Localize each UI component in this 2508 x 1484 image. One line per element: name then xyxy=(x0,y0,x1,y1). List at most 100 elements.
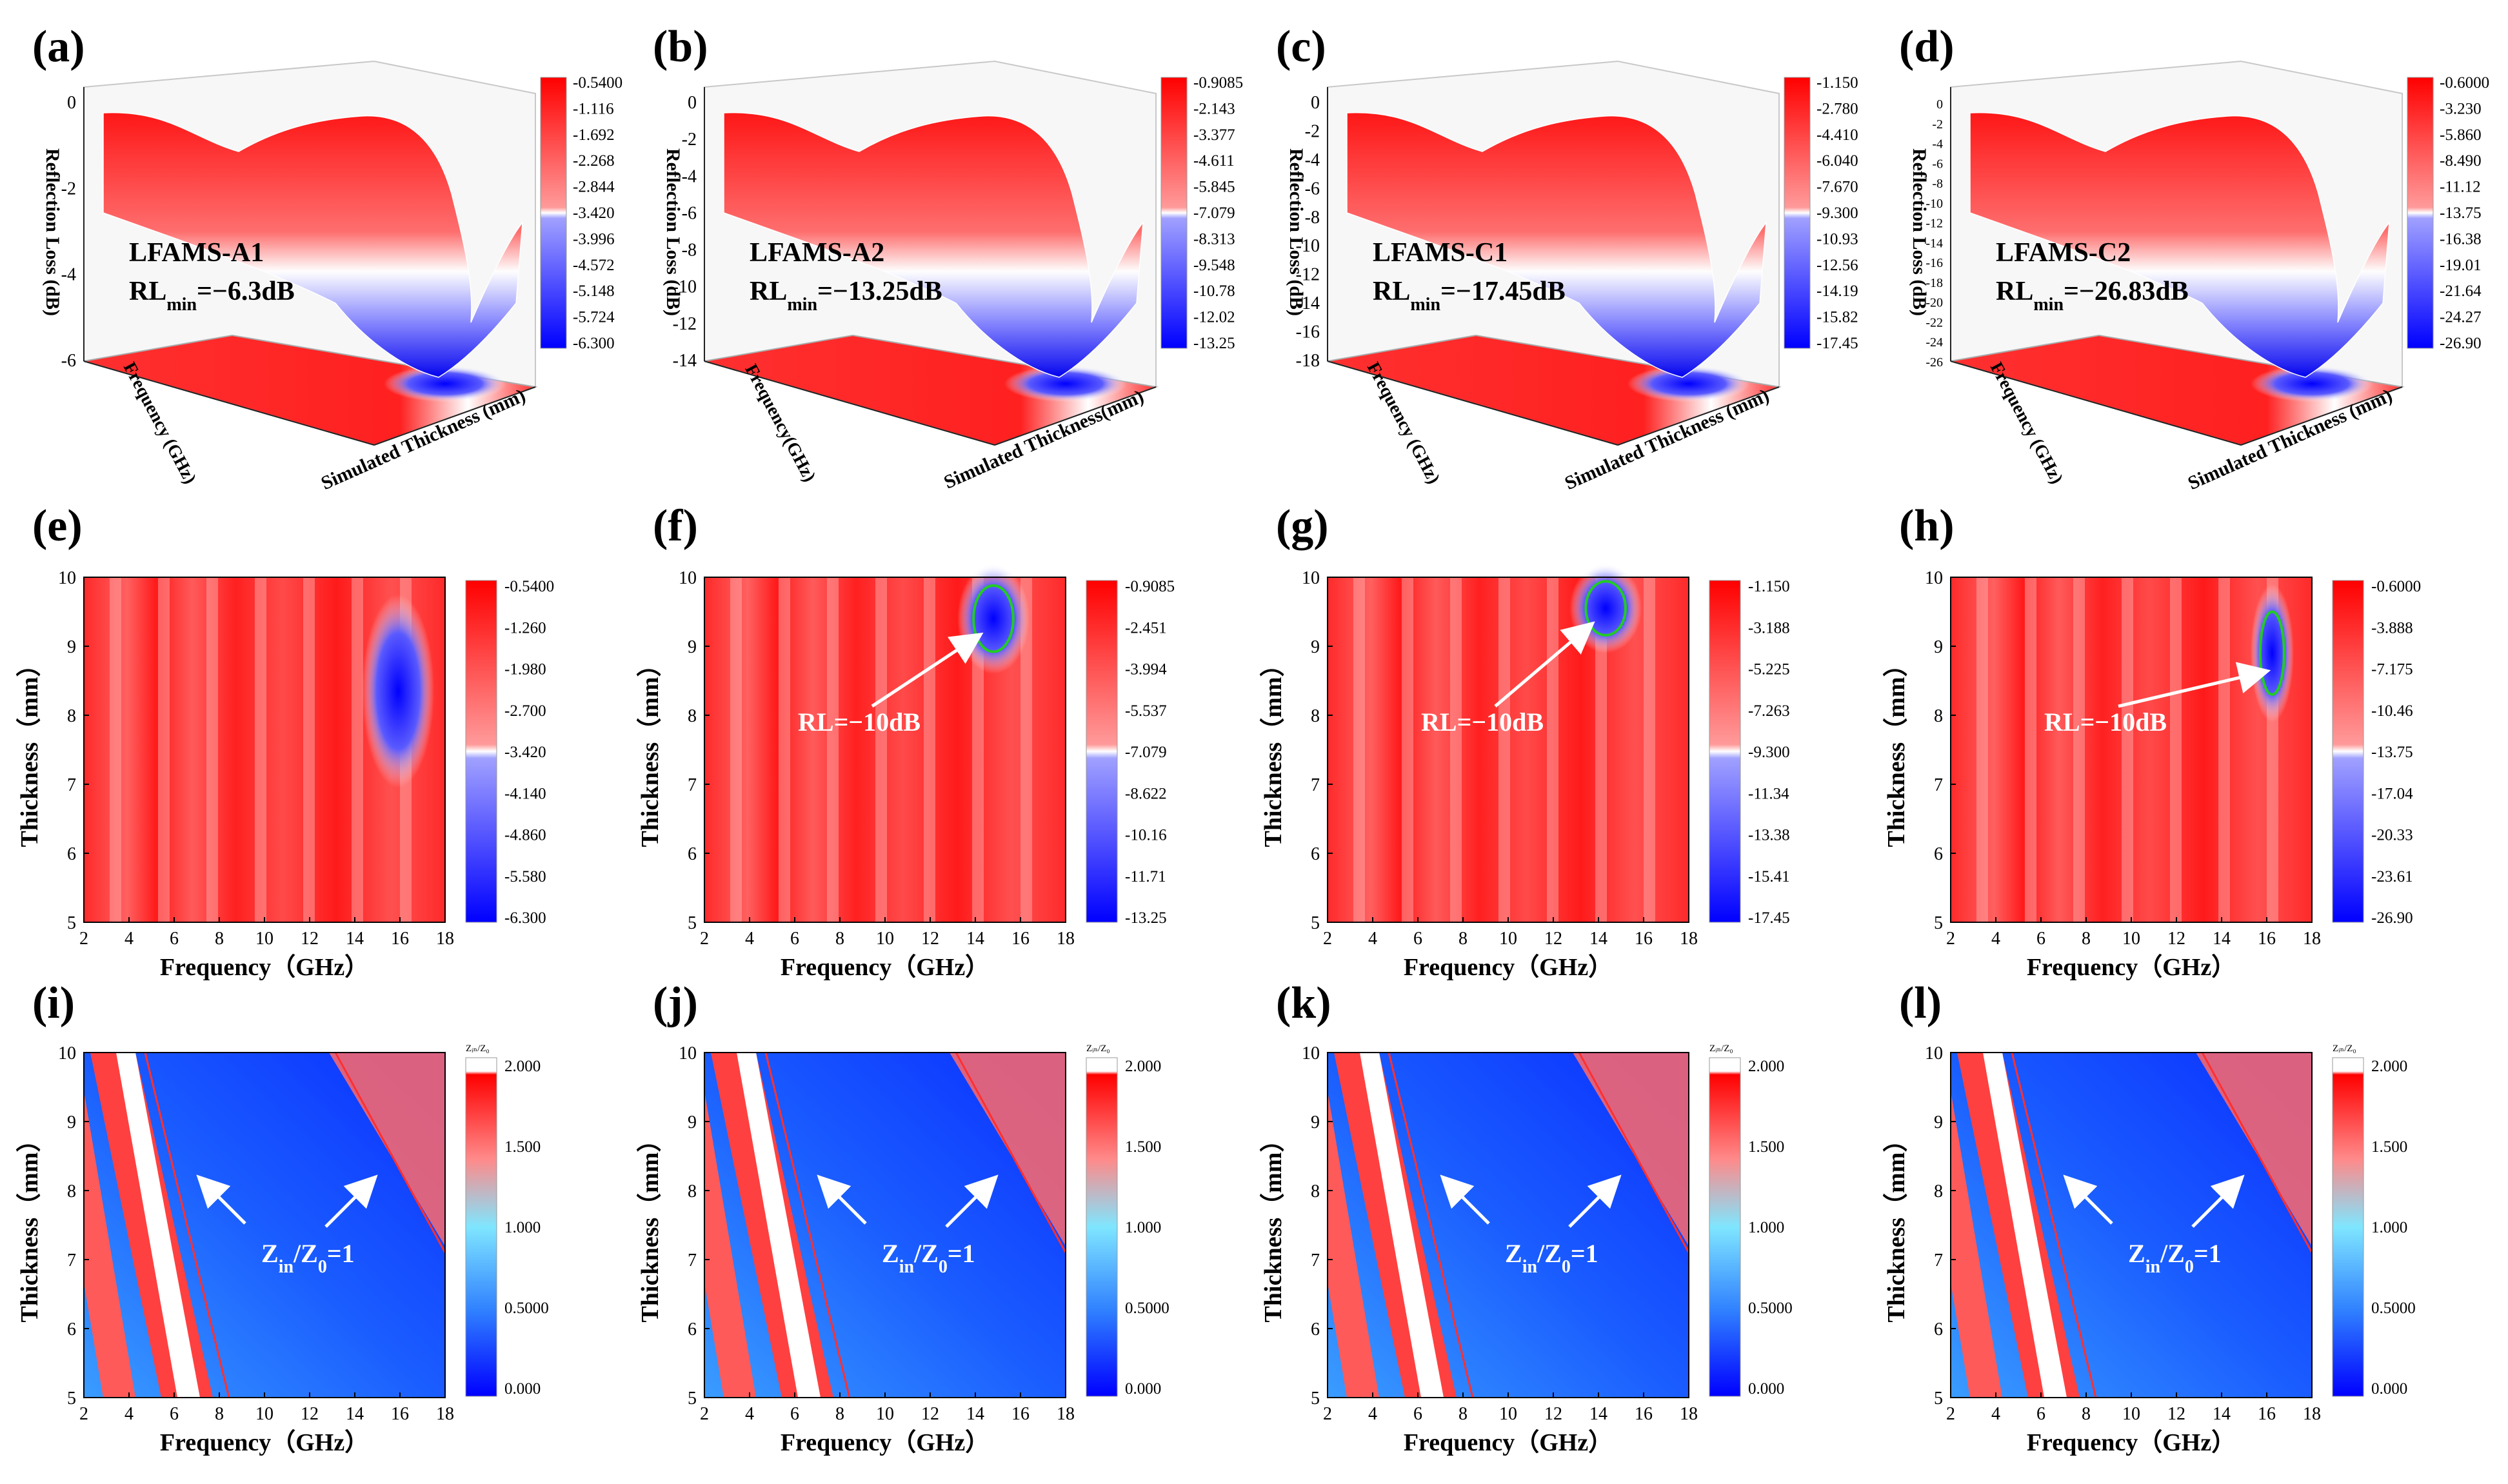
rl-map-band xyxy=(303,577,315,922)
x-tick-label: 16 xyxy=(391,1404,409,1424)
colorbar-tick: -3.377 xyxy=(1193,126,1235,144)
rl-surface xyxy=(723,112,1144,378)
y-tick-label: 7 xyxy=(688,1251,697,1271)
colorbar xyxy=(1784,77,1811,349)
x-axis-line xyxy=(1327,361,1618,446)
y-tick-label: 8 xyxy=(1311,1182,1320,1202)
colorbar-tick: -5.537 xyxy=(1125,702,1167,720)
z-tick: -6 xyxy=(1305,179,1320,199)
colorbar-tick: -4.572 xyxy=(573,257,615,274)
x-tick-label: 2 xyxy=(700,929,709,949)
panel-z-map: (l) Zin/Z0=1 2 4 6 8 10 12 14 16 18 5 6 7 8 9 10 Frequenc… xyxy=(1883,978,2416,1456)
z-tick: -4 xyxy=(1932,137,1943,152)
colorbar-tick: -1.150 xyxy=(1816,74,1858,92)
z-tick: -8 xyxy=(1305,208,1320,228)
colorbar-header: Zᵢₙ/Z₀ xyxy=(1086,1044,1110,1054)
colorbar xyxy=(465,1057,497,1397)
panel-label: (i) xyxy=(32,978,75,1028)
annotation-arrow xyxy=(2191,1174,2245,1228)
annotation-arrow xyxy=(945,1174,999,1228)
x-tick-label: 2 xyxy=(700,1404,709,1424)
colorbar-tick: -1.692 xyxy=(573,126,615,144)
x-tick-label: 12 xyxy=(1544,1404,1562,1424)
annotation-arrow xyxy=(196,1174,246,1225)
x-tick-label: 16 xyxy=(1635,929,1653,949)
z-tick: -14 xyxy=(673,351,697,371)
annotation-arrow xyxy=(817,1174,867,1225)
colorbar-tick: -3.994 xyxy=(1125,661,1167,678)
z-saturated-band xyxy=(1360,1053,1444,1398)
colorbar-tick: -10.93 xyxy=(1816,230,1858,248)
colorbar-tick: -3.996 xyxy=(573,230,615,248)
x-tick-label: 2 xyxy=(1323,929,1332,949)
x-tick-label: 16 xyxy=(1011,929,1030,949)
y-tick-label: 10 xyxy=(58,568,76,588)
colorbar-tick: 1.000 xyxy=(1125,1219,1161,1236)
rl-map-band xyxy=(1402,577,1413,922)
panel-label: (g) xyxy=(1276,501,1329,551)
x-tick-label: 8 xyxy=(1458,1404,1468,1424)
y-tick-label: 6 xyxy=(688,844,697,864)
y-tick-label: 6 xyxy=(67,844,76,864)
colorbar-tick: 0.000 xyxy=(1748,1380,1784,1398)
x-tick-label: 2 xyxy=(1946,1404,1955,1424)
y-axis-line xyxy=(994,386,1157,446)
x-tick-label: 18 xyxy=(1057,929,1075,949)
z-tick: -18 xyxy=(1926,276,1943,290)
colorbar-tick: -6.300 xyxy=(573,335,615,352)
y-tick-label: 10 xyxy=(1302,1044,1320,1064)
colorbar-tick: 2.000 xyxy=(504,1058,541,1075)
colorbar-tick: -15.82 xyxy=(1816,309,1858,326)
colorbar-tick: -0.9085 xyxy=(1193,74,1243,92)
x-tick-label: 14 xyxy=(346,1404,364,1424)
colorbar-tick: 2.000 xyxy=(1748,1058,1784,1075)
rl-surface xyxy=(1969,112,2390,378)
colorbar-tick: -17.45 xyxy=(1748,909,1790,927)
y-axis-line xyxy=(1617,386,1780,446)
panel-rl-map: (h) RL=−10dB 2 4 6 8 10 12 14 16 18 5 6 7 8 9 10 Frequenc… xyxy=(1883,501,2421,981)
rl-10db-contour xyxy=(1584,580,1627,637)
colorbar-tick: -12.56 xyxy=(1816,257,1858,274)
z-tick: -8 xyxy=(1932,177,1943,191)
y-axis-line xyxy=(2240,386,2403,446)
rl-map-band xyxy=(1020,577,1032,922)
panel-rl-map: (f) RL=−10dB 2 4 6 8 10 12 14 16 18 5 6 7 8 9 10 Frequenc… xyxy=(637,501,1175,981)
z-tick: -4 xyxy=(1305,150,1320,170)
annotation-arrow xyxy=(1440,1174,1490,1225)
y-tick-label: 10 xyxy=(1925,568,1943,588)
colorbar-tick: -9.300 xyxy=(1748,744,1790,761)
colorbar-tick: -0.5400 xyxy=(504,578,554,595)
y-tick-label: 7 xyxy=(1934,1251,1943,1271)
colorbar-tick: -24.27 xyxy=(2440,309,2482,326)
colorbar-tick: -6.300 xyxy=(504,909,546,927)
rl-map-band xyxy=(1547,577,1558,922)
z-tick: -14 xyxy=(1296,293,1320,313)
z-tick: -14 xyxy=(1926,236,1943,250)
colorbar-tick: -2.451 xyxy=(1125,619,1167,637)
y-tick-label: 10 xyxy=(1302,568,1320,588)
floor-minimum-spot xyxy=(2251,366,2373,402)
x-tick-label: 12 xyxy=(301,1404,319,1424)
rl-map-band xyxy=(779,577,790,922)
colorbar-tick: -19.01 xyxy=(2440,257,2482,274)
x-tick-label: 18 xyxy=(1057,1404,1075,1424)
colorbar xyxy=(540,77,567,349)
y-tick-label: 5 xyxy=(1934,1389,1943,1409)
colorbar-tick: -2.780 xyxy=(1816,100,1858,117)
y-tick-label: 7 xyxy=(1311,775,1320,795)
panel-label: (c) xyxy=(1276,22,1326,72)
panel-label: (h) xyxy=(1899,501,1955,551)
colorbar-tick: -13.25 xyxy=(1193,335,1235,352)
y-tick-label: 9 xyxy=(1934,637,1943,657)
x-tick-label: 10 xyxy=(1499,929,1517,949)
colorbar-tick: -2.268 xyxy=(573,152,615,170)
z-axis-title: Reflection Loss (dB) xyxy=(1286,148,1307,316)
row-impedance-maps: (i) Zin/Z0=1 2 4 6 8 10 12 14 16 18 5 6 7 8 9 10 Frequenc… xyxy=(16,978,2416,1456)
x-tick-label: 8 xyxy=(1458,929,1468,949)
z-tick: -24 xyxy=(1926,335,1943,350)
y-axis-title: Thickness（mm） xyxy=(16,653,43,847)
colorbar xyxy=(1160,77,1188,349)
y-tick-label: 7 xyxy=(67,775,76,795)
y-tick-label: 9 xyxy=(1934,1113,1943,1133)
